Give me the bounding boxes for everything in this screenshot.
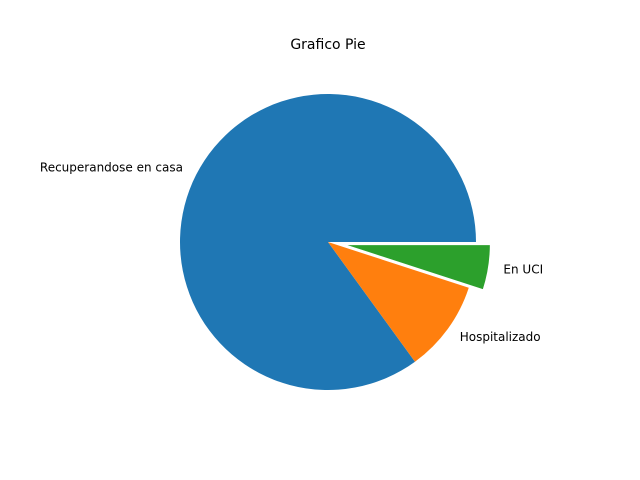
pie-slices (180, 94, 492, 391)
pie-label-3: En UCI (503, 262, 543, 276)
pie-slice-2 (328, 242, 469, 362)
pie-label-2: Hospitalizado (460, 330, 541, 344)
pie-slice-1 (180, 94, 477, 391)
chart-title: Grafico Pie (290, 37, 365, 53)
pie-labels: Recuperandose en casa Hospitalizado En UCI (40, 161, 543, 345)
pie-label-1: Recuperandose en casa (40, 161, 183, 175)
pie-slice-3 (342, 243, 492, 291)
